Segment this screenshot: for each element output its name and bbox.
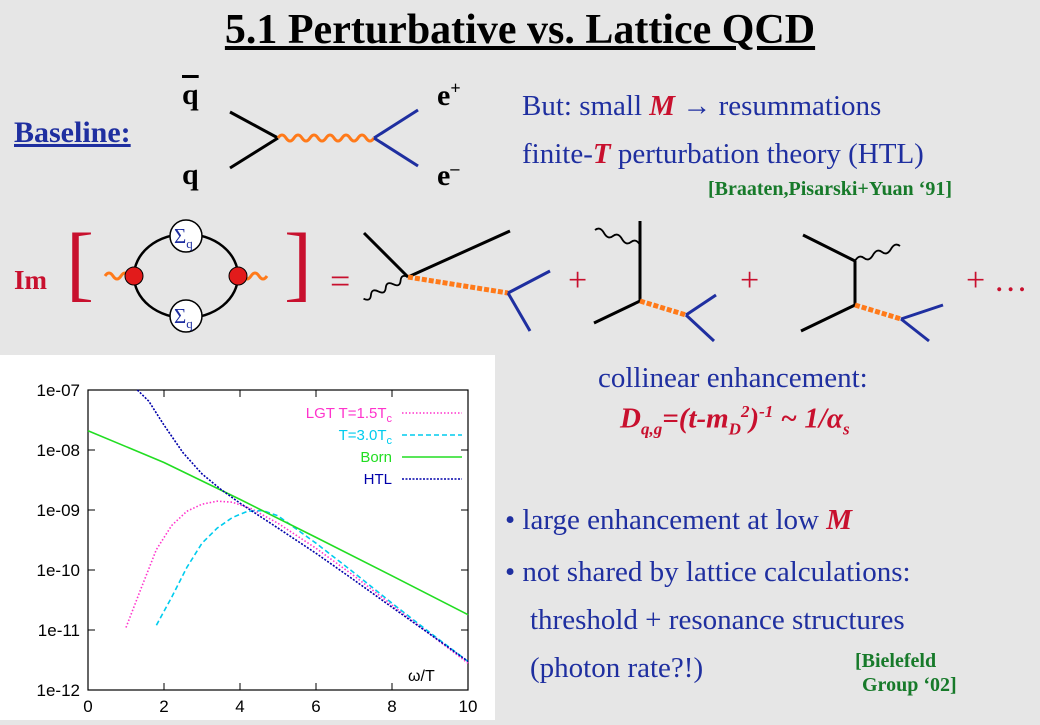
legend-label-1: T=3.0Tc	[339, 427, 393, 447]
collinear-label: collinear enhancement:	[598, 362, 868, 394]
bullet-large-enhancement: • large enhancement at low M	[505, 504, 853, 536]
baseline-diagram	[229, 108, 419, 170]
plot-panel: 0 2 4 6 8 10 1e-12 1e-11 1e-10 1e-09 1e-08 1e-07 LG…	[0, 355, 495, 720]
x-tick-label: 2	[159, 697, 168, 716]
equals-sign: =	[330, 261, 351, 301]
remark-line-2: finite-T perturbation theory (HTL)	[522, 138, 924, 170]
y-tick-label: 1e-10	[37, 561, 80, 580]
rate-chart: 0 2 4 6 8 10 1e-12 1e-11 1e-10 1e-09 1e-08 1e-07 LG…	[37, 381, 478, 716]
electron-label: e–	[437, 158, 460, 192]
positron-label: e+	[437, 78, 461, 112]
process-diagram-2	[593, 221, 717, 343]
plus-1: +	[568, 262, 588, 299]
series-line-2	[87, 429, 469, 616]
legend-label-2: Born	[360, 449, 392, 466]
threshold-text: threshold + resonance structures	[530, 604, 905, 636]
process-diagram-1	[362, 229, 551, 332]
x-tick-label: 4	[235, 697, 244, 716]
bielefeld-reference-1: [Bielefeld	[855, 650, 937, 672]
series-line-1	[155, 509, 469, 663]
bielefeld-reference-2: Group ‘02]	[862, 674, 957, 696]
im-label: Im	[14, 265, 47, 295]
plus-ellipsis: + …	[966, 262, 1028, 299]
x-tick-label: 8	[387, 697, 396, 716]
y-tick-label: 1e-11	[38, 621, 80, 640]
right-bracket: ]	[284, 217, 312, 310]
y-tick-label: 1e-09	[37, 501, 80, 520]
photon-rate-text: (photon rate?!)	[530, 652, 704, 684]
baseline-label: Baseline:	[14, 116, 131, 149]
series-line-3	[136, 389, 469, 663]
x-axis-label: ω/T	[408, 668, 435, 685]
left-bracket: [	[66, 217, 94, 310]
self-energy-loop	[103, 219, 269, 333]
x-tick-label: 10	[459, 697, 478, 716]
slide-title: 5.1 Perturbative vs. Lattice QCD	[224, 7, 816, 53]
bullet-not-shared: • not shared by lattice calculations:	[505, 556, 911, 588]
plot-frame	[87, 389, 469, 691]
antiquark-label: q	[182, 78, 199, 111]
legend-label-0: LGT T=1.5Tc	[306, 405, 393, 425]
propagator-formula: Dq,g=(t-mD2)-1 ~ 1/αs	[620, 402, 850, 439]
self-energy-top: Σq	[174, 224, 193, 252]
process-diagram-3	[800, 233, 944, 343]
braaten-reference: [Braaten,Pisarski+Yuan ‘91]	[708, 178, 953, 200]
series-line-0	[125, 500, 469, 664]
quark-label: q	[182, 158, 199, 191]
x-tick-label: 0	[83, 697, 92, 716]
legend-label-3: HTL	[364, 471, 392, 488]
self-energy-bottom: Σq	[174, 304, 193, 332]
y-tick-label: 1e-07	[37, 381, 80, 400]
y-tick-label: 1e-12	[37, 681, 80, 700]
y-tick-label: 1e-08	[37, 441, 80, 460]
plus-2: +	[740, 262, 760, 299]
x-tick-label: 6	[311, 697, 320, 716]
remark-line-1: But: small M → resummations	[522, 90, 882, 122]
